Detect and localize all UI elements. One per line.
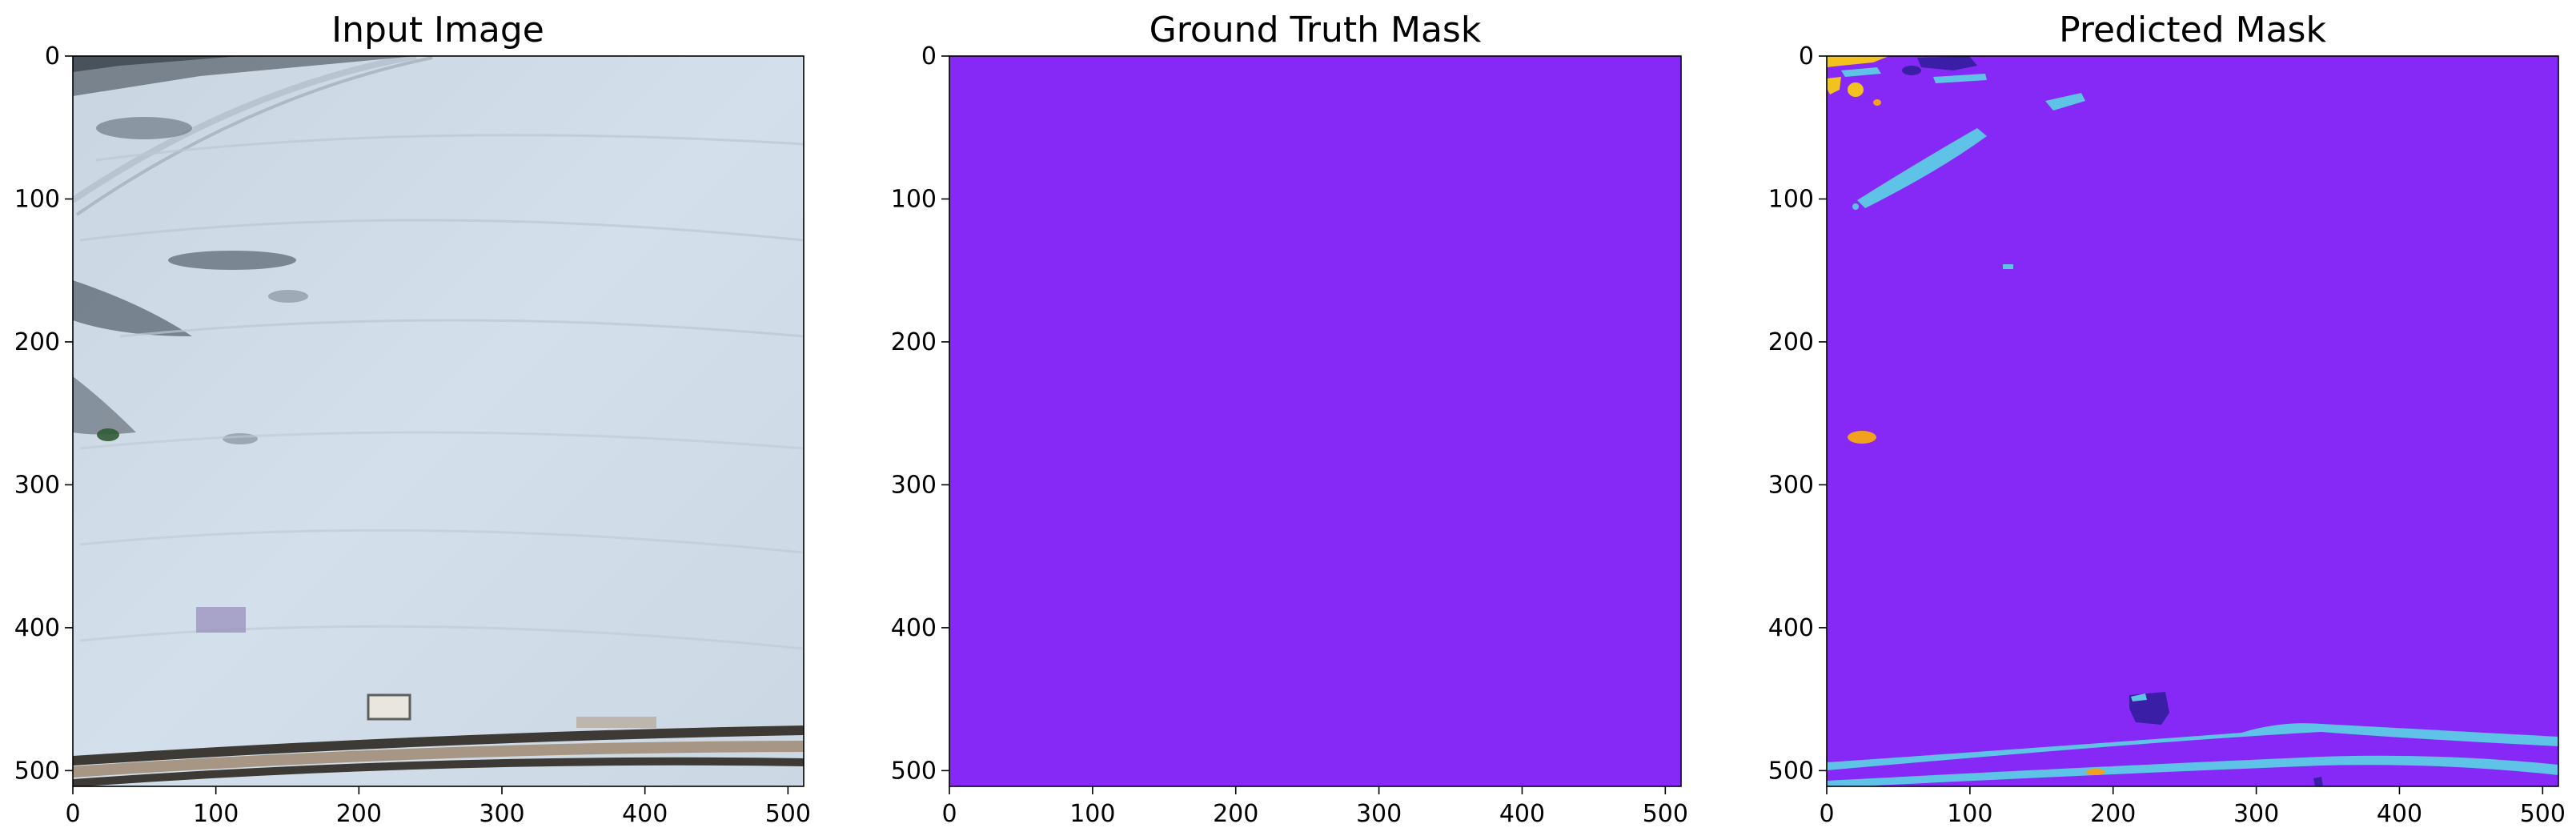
y-tick-label: 0 <box>45 42 60 70</box>
y-tick-label: 0 <box>1799 42 1814 70</box>
y-tick-label: 500 <box>891 757 937 785</box>
x-tick-label: 100 <box>1947 800 1992 828</box>
x-tick-label: 500 <box>2520 800 2566 828</box>
panel-title: Input Image <box>331 10 544 50</box>
x-tick-label: 300 <box>1356 800 1402 828</box>
x-tick-label: 0 <box>1819 800 1834 828</box>
x-tick-label: 0 <box>941 800 957 828</box>
x-tick-label: 200 <box>2090 800 2136 828</box>
y-tick-label: 400 <box>891 614 937 642</box>
y-tick-label: 0 <box>921 42 937 70</box>
panel-ground-truth-mask: Ground Truth Mask 0 100 200 300 400 500010020… <box>891 10 1688 828</box>
y-tick-label: 400 <box>14 614 60 642</box>
x-tick-label: 100 <box>1069 800 1115 828</box>
y-tick-label: 200 <box>14 328 60 356</box>
predicted-mask <box>1827 56 2558 786</box>
y-tick-label: 100 <box>891 185 937 213</box>
panel-title: Predicted Mask <box>2059 10 2326 50</box>
x-tick-label: 300 <box>2233 800 2279 828</box>
y-tick-label: 300 <box>891 471 937 499</box>
y-tick-label: 300 <box>14 471 60 499</box>
panel-predicted-mask: Predicted Mask <box>1768 10 2566 828</box>
x-tick-label: 300 <box>479 800 524 828</box>
x-tick-label: 400 <box>1499 800 1545 828</box>
x-tick-label: 400 <box>622 800 668 828</box>
x-tick-label: 200 <box>336 800 382 828</box>
ground-truth-mask <box>949 56 1681 786</box>
x-tick-label: 0 <box>65 800 80 828</box>
x-tick-label: 200 <box>1213 800 1258 828</box>
x-tick-label: 500 <box>1643 800 1688 828</box>
y-tick-label: 300 <box>1768 471 1814 499</box>
x-tick-label: 400 <box>2377 800 2422 828</box>
panel-input-image: Input Image <box>14 10 811 828</box>
y-tick-label: 100 <box>14 185 60 213</box>
y-tick-label: 500 <box>1768 757 1814 785</box>
y-tick-label: 500 <box>14 757 60 785</box>
y-tick-label: 200 <box>1768 328 1814 356</box>
y-tick-label: 100 <box>1768 185 1814 213</box>
x-tick-label: 500 <box>765 800 811 828</box>
y-tick-label: 400 <box>1768 614 1814 642</box>
panel-title: Ground Truth Mask <box>1150 10 1482 50</box>
y-tick-label: 200 <box>891 328 937 356</box>
aerial-image <box>73 56 804 786</box>
x-tick-label: 100 <box>193 800 239 828</box>
